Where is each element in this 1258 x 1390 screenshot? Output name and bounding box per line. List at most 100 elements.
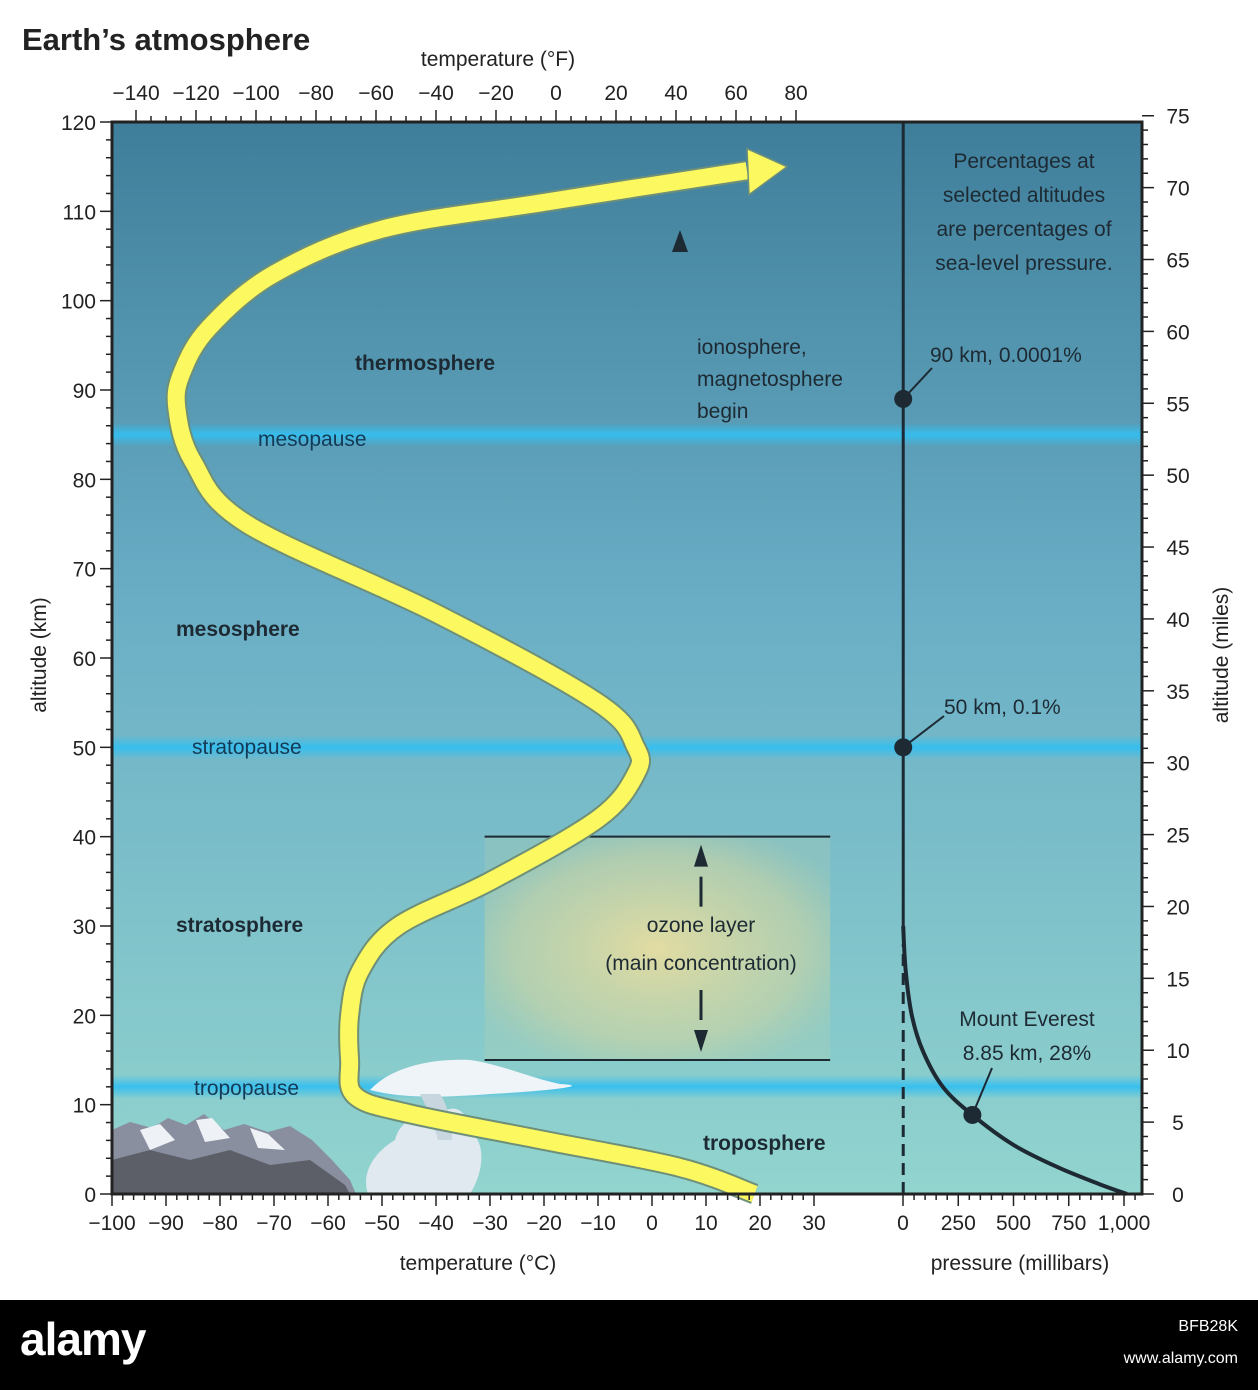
right-tick-label: 75 <box>1166 106 1189 129</box>
pressure-point-sublabel-everest: 8.85 km, 28% <box>963 1042 1091 1065</box>
right-tick-label: 10 <box>1166 1040 1189 1063</box>
left-tick-label: 70 <box>73 559 96 582</box>
top-tick-label: 20 <box>604 82 627 105</box>
bottom-tick-label: −10 <box>580 1212 616 1235</box>
top-tick-label: 40 <box>664 82 687 105</box>
pressure-tick-label: 500 <box>996 1212 1031 1235</box>
layer-label-stratosphere: stratosphere <box>176 914 303 937</box>
bottom-axis-title: temperature (°C) <box>400 1252 557 1275</box>
bottom-tick-label: −60 <box>310 1212 346 1235</box>
bottom-tick-label: −90 <box>148 1212 184 1235</box>
top-tick-label: 0 <box>550 82 562 105</box>
pressure-tick-label: 750 <box>1051 1212 1086 1235</box>
right-tick-label: 35 <box>1166 681 1189 704</box>
temperature-arrowhead <box>746 147 789 197</box>
boundary-label-stratopause: stratopause <box>192 736 302 759</box>
bottom-tick-label: −50 <box>364 1212 400 1235</box>
top-tick-label: 60 <box>724 82 747 105</box>
top-tick-label: −120 <box>172 82 219 105</box>
top-tick-label: −80 <box>298 82 334 105</box>
left-tick-label: 50 <box>73 737 96 760</box>
ozone-label-line-1: ozone layer <box>647 914 756 937</box>
ozone-label-line-2: (main concentration) <box>605 952 796 975</box>
footer-bar: alamy BFB28K www.alamy.com <box>0 1300 1258 1390</box>
pressure-note-line-2: selected altitudes <box>943 184 1105 207</box>
right-tick-label: 20 <box>1166 896 1189 919</box>
left-tick-label: 80 <box>73 469 96 492</box>
right-tick-label: 15 <box>1166 968 1189 991</box>
layer-label-mesosphere: mesosphere <box>176 618 300 641</box>
axis-ticks: 0102030405060708090100110120051015202530… <box>61 82 1190 1235</box>
top-tick-label: −140 <box>112 82 159 105</box>
pressure-point-marker <box>963 1105 982 1124</box>
left-tick-label: 10 <box>73 1095 96 1118</box>
left-axis-title: altitude (km) <box>28 597 51 713</box>
top-axis-title: temperature (°F) <box>421 48 575 71</box>
right-tick-label: 0 <box>1172 1184 1184 1207</box>
right-tick-label: 45 <box>1166 537 1189 560</box>
pressure-point-marker <box>894 738 913 757</box>
bottom-tick-label: 20 <box>748 1212 771 1235</box>
boundary-band-tropopause <box>112 1074 1142 1099</box>
bottom-tick-label: −20 <box>526 1212 562 1235</box>
left-tick-label: 90 <box>73 380 96 403</box>
bottom-tick-label: −30 <box>472 1212 508 1235</box>
left-tick-label: 20 <box>73 1005 96 1028</box>
mountain-foreground <box>112 1150 350 1194</box>
ozone-region <box>484 835 831 1061</box>
right-tick-label: 65 <box>1166 250 1189 273</box>
left-tick-label: 40 <box>73 827 96 850</box>
bottom-tick-label: −100 <box>88 1212 135 1235</box>
bottom-tick-label: −40 <box>418 1212 454 1235</box>
pressure-axis-title: pressure (millibars) <box>931 1252 1110 1275</box>
footer-url: www.alamy.com <box>1123 1350 1238 1367</box>
ozone-down-arrow-head <box>694 1030 708 1052</box>
boundary-band-mesopause <box>112 422 1142 447</box>
pressure-note-line-1: Percentages at <box>953 150 1094 173</box>
pressure-point-label-50km: 50 km, 0.1% <box>944 696 1061 719</box>
pressure-curve <box>901 925 1128 1196</box>
boundary-label-mesopause: mesopause <box>258 428 367 451</box>
left-tick-label: 100 <box>61 291 96 314</box>
right-tick-label: 60 <box>1166 321 1189 344</box>
footer-image-id: BFB28K <box>1178 1318 1238 1335</box>
right-tick-label: 30 <box>1166 753 1189 776</box>
left-tick-label: 120 <box>61 112 96 135</box>
right-tick-label: 25 <box>1166 825 1189 848</box>
left-tick-label: 110 <box>63 201 96 224</box>
top-tick-label: −60 <box>358 82 394 105</box>
boundary-bands <box>112 422 1142 1099</box>
pressure-note-line-3: are percentages of <box>936 218 1111 241</box>
pressure-tick-label: 1,000 <box>1098 1212 1151 1235</box>
bottom-tick-label: −70 <box>256 1212 292 1235</box>
top-tick-label: −20 <box>478 82 514 105</box>
atmosphere-chart: Earth’s atmosphere 0 10 20 30 40 50 60 70 80 90 10… <box>22 22 1233 1275</box>
mountain-snow <box>140 1118 285 1150</box>
bottom-tick-label: 0 <box>646 1212 658 1235</box>
pressure-tick-label: 250 <box>941 1212 976 1235</box>
top-tick-label: 80 <box>784 82 807 105</box>
anvil-cloud <box>370 1059 572 1097</box>
ionosphere-arrow-head <box>672 230 688 252</box>
boundary-label-tropopause: tropopause <box>194 1077 299 1100</box>
left-tick-label: 60 <box>73 648 96 671</box>
chart-title: Earth’s atmosphere <box>22 22 310 57</box>
right-axis-title: altitude (miles) <box>1210 587 1233 724</box>
pressure-note-line-4: sea-level pressure. <box>935 252 1112 275</box>
ionosphere-label-line-3: begin <box>697 400 748 423</box>
top-tick-label: −100 <box>232 82 279 105</box>
top-tick-label: −40 <box>418 82 454 105</box>
ionosphere-label-line-1: ionosphere, <box>697 336 807 359</box>
bottom-tick-label: 10 <box>694 1212 717 1235</box>
pressure-point-label-everest: Mount Everest <box>959 1008 1095 1031</box>
right-tick-label: 55 <box>1166 393 1189 416</box>
temperature-curve <box>167 162 758 1203</box>
ozone-up-arrow-head <box>694 844 708 867</box>
right-tick-label: 40 <box>1166 609 1189 632</box>
bottom-tick-label: 30 <box>802 1212 825 1235</box>
right-tick-label: 50 <box>1166 465 1189 488</box>
bottom-tick-label: −80 <box>202 1212 238 1235</box>
ozone-glow <box>484 836 831 1060</box>
left-tick-label: 0 <box>84 1184 96 1207</box>
